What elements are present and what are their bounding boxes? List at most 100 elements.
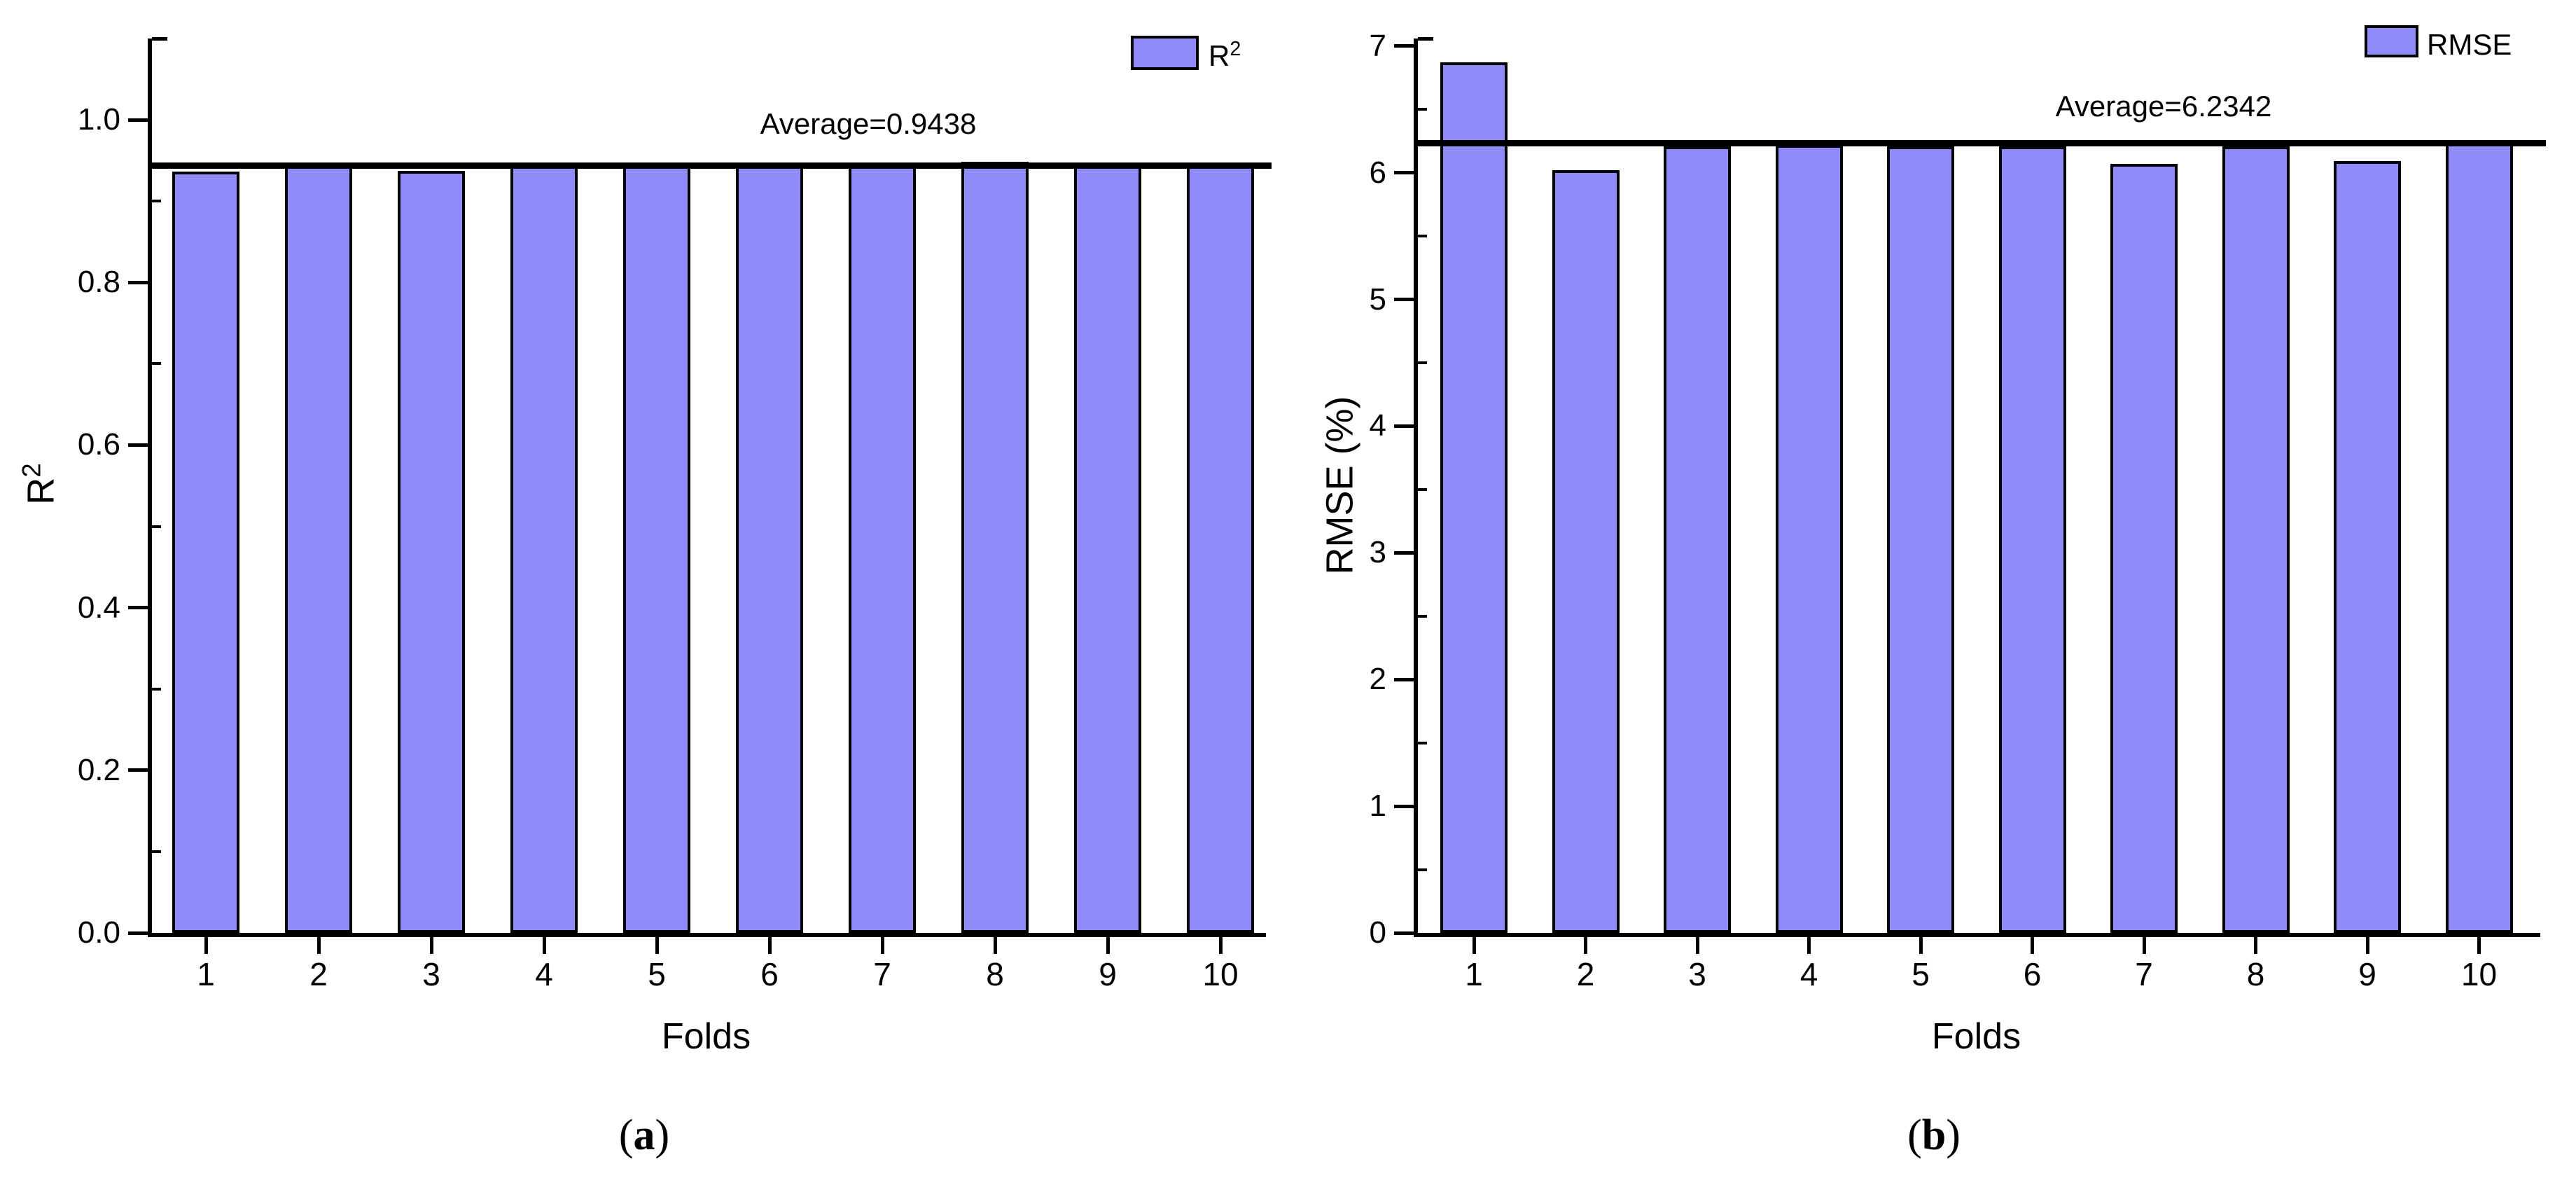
legend-label: RMSE xyxy=(2427,23,2512,60)
x-axis-tick xyxy=(1807,937,1811,954)
caption-close-paren: ) xyxy=(655,1111,670,1159)
y-axis-tick-label: 1.0 xyxy=(77,102,120,137)
y-axis-tick-label: 5 xyxy=(1369,282,1386,317)
y-axis-major-tick xyxy=(1394,550,1414,555)
caption-letter: a xyxy=(633,1111,655,1159)
bar-fold-9 xyxy=(2334,161,2401,933)
y-axis-major-tick xyxy=(1394,44,1414,48)
bar-fold-7 xyxy=(2110,164,2178,933)
bar-fold-8 xyxy=(961,162,1029,933)
x-axis-tick xyxy=(1218,937,1223,954)
x-axis-tick xyxy=(429,937,433,954)
x-axis-tick-label: 9 xyxy=(2358,956,2376,992)
y-axis-minor-tick xyxy=(1418,487,1427,491)
x-axis-tick-label: 5 xyxy=(648,956,666,992)
legend: RMSE xyxy=(2365,23,2512,60)
y-axis-minor-tick xyxy=(1418,741,1427,744)
x-axis-tick-label: 8 xyxy=(986,956,1004,992)
bar-fold-7 xyxy=(849,165,916,933)
y-axis-minor-tick xyxy=(152,200,161,203)
y-axis-major-tick xyxy=(1394,677,1414,681)
y-axis-tick-label: 0.6 xyxy=(77,427,120,462)
bar-fold-10 xyxy=(2445,144,2513,933)
bar-fold-5 xyxy=(1887,146,1954,933)
x-axis-tick-label: 6 xyxy=(760,956,779,992)
x-axis xyxy=(148,933,1266,937)
x-axis-tick-label: 7 xyxy=(2135,956,2153,992)
legend-label-superscript: 2 xyxy=(1230,38,1241,60)
y-axis-minor-tick xyxy=(1418,868,1427,871)
x-axis-tick xyxy=(1106,937,1110,954)
bar-fold-8 xyxy=(2222,146,2290,933)
plot-area: R2 Folds Average=0.9438 R2 0.0 0.2 0.4 0.6 0… xyxy=(18,35,1272,1057)
legend-label-text: R xyxy=(1209,39,1230,72)
y-axis-tick-label: 2 xyxy=(1369,662,1386,697)
y-axis-major-tick xyxy=(128,606,148,610)
y-axis-end-cap xyxy=(152,37,167,41)
x-axis-tick-label: 3 xyxy=(422,956,440,992)
legend-label-text: RMSE xyxy=(2427,28,2512,61)
x-axis-tick xyxy=(993,937,997,954)
y-axis-tick-label: 7 xyxy=(1369,28,1386,63)
caption-open-paren: ( xyxy=(1907,1111,1922,1159)
legend-swatch xyxy=(2365,25,2418,57)
x-axis-tick xyxy=(1584,937,1587,954)
y-axis-tick-label: 4 xyxy=(1369,408,1386,443)
x-axis-tick-label: 2 xyxy=(309,956,328,992)
x-axis-tick-label: 4 xyxy=(535,956,553,992)
y-axis-major-tick xyxy=(1394,804,1414,808)
x-axis-tick xyxy=(2031,937,2034,954)
y-axis-minor-tick xyxy=(1418,235,1427,238)
y-axis-minor-tick xyxy=(1418,108,1427,111)
x-axis-tick xyxy=(316,937,321,954)
x-axis-tick-label: 8 xyxy=(2246,956,2265,992)
bar-fold-4 xyxy=(1775,144,1843,933)
average-line xyxy=(1414,139,2546,146)
average-annotation: Average=6.2342 xyxy=(2055,90,2272,123)
y-axis-major-tick xyxy=(128,118,148,122)
y-axis-major-tick xyxy=(128,768,148,772)
x-axis-tick xyxy=(880,937,884,954)
x-axis-tick xyxy=(1919,937,1923,954)
bar-fold-4 xyxy=(510,164,578,933)
y-axis-major-tick xyxy=(128,443,148,447)
panel-caption-a: (a) xyxy=(619,1111,669,1160)
y-axis-label: R2 xyxy=(18,463,63,504)
x-axis-tick xyxy=(2365,937,2369,954)
y-axis-major-tick xyxy=(1394,424,1414,428)
x-axis-tick-label: 10 xyxy=(2460,956,2498,992)
bar-fold-1 xyxy=(1440,62,1508,933)
x-axis-tick-label: 5 xyxy=(1912,956,1930,992)
y-axis-major-tick xyxy=(128,280,148,284)
x-axis-tick-label: 10 xyxy=(1202,956,1239,992)
y-axis-minor-tick xyxy=(152,850,161,853)
bar-fold-3 xyxy=(398,171,465,933)
x-axis-tick-label: 3 xyxy=(1688,956,1706,992)
y-axis-tick-label: 3 xyxy=(1369,535,1386,570)
y-axis-minor-tick xyxy=(152,687,161,691)
x-axis-tick xyxy=(2254,937,2257,954)
panel-caption-b: (b) xyxy=(1907,1111,1961,1160)
bar-fold-5 xyxy=(623,164,690,933)
x-axis-tick xyxy=(2477,937,2481,954)
y-axis-tick-label: 1 xyxy=(1369,789,1386,824)
y-axis-minor-tick xyxy=(1418,614,1427,618)
x-axis-tick-label: 9 xyxy=(1099,956,1117,992)
average-line xyxy=(148,162,1272,169)
bar-fold-3 xyxy=(1664,146,1731,933)
bar-fold-2 xyxy=(285,163,352,933)
x-axis-tick-label: 1 xyxy=(197,956,215,992)
x-axis-tick xyxy=(655,937,659,954)
y-axis-major-tick xyxy=(1394,171,1414,175)
average-annotation: Average=0.9438 xyxy=(760,107,977,140)
y-axis-major-tick xyxy=(1394,298,1414,302)
y-axis-minor-tick xyxy=(1418,361,1427,365)
y-axis-label-superscript: 2 xyxy=(17,463,46,478)
y-axis-tick-label: 0.0 xyxy=(77,915,120,950)
x-axis xyxy=(1414,933,2540,937)
y-axis-minor-tick xyxy=(152,362,161,366)
legend-swatch xyxy=(1131,35,1199,70)
bar-fold-1 xyxy=(172,172,239,933)
y-axis-minor-tick xyxy=(152,525,161,528)
